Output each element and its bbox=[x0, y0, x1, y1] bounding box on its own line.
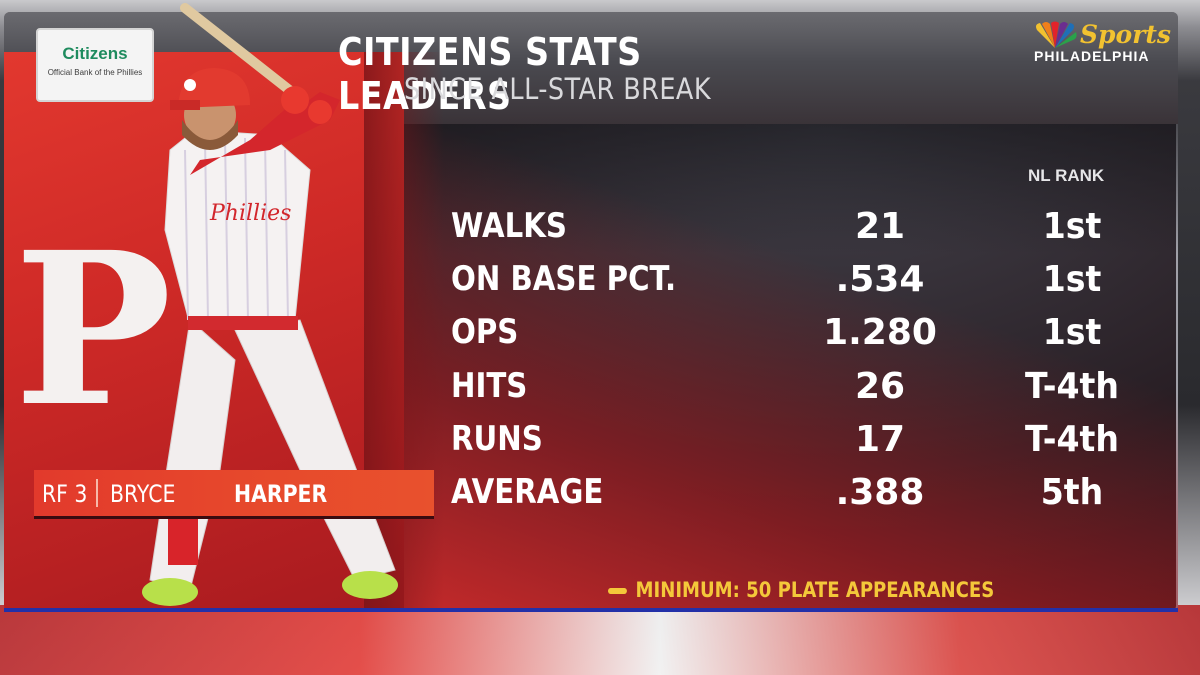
player-position-number: RF 3 bbox=[42, 480, 88, 508]
name-divider bbox=[96, 479, 98, 507]
nbc-sports-philadelphia-logo: Sports PHILADELPHIA bbox=[1030, 18, 1178, 66]
stat-value: 17 bbox=[854, 419, 906, 460]
stat-value: 21 bbox=[854, 206, 906, 247]
player-name-bar: RF 3 BRYCE HARPER bbox=[34, 470, 434, 516]
stat-value: .388 bbox=[835, 472, 925, 513]
network-brand-text: Sports bbox=[1080, 20, 1172, 49]
stat-rank: 1st bbox=[1042, 312, 1102, 353]
stat-label: ON BASE PCT. bbox=[451, 259, 677, 299]
red-background-wedge bbox=[384, 122, 1178, 612]
stat-rank: 1st bbox=[1042, 259, 1102, 300]
stat-value: .534 bbox=[835, 259, 925, 300]
stat-row-average: AVERAGE .388 5th bbox=[0, 472, 1200, 522]
stat-label: RUNS bbox=[451, 419, 543, 459]
stat-row-hits: HITS 26 T-4th bbox=[0, 366, 1200, 416]
stat-rank: 1st bbox=[1042, 206, 1102, 247]
footnote-text: MINIMUM: 50 PLATE APPEARANCES bbox=[635, 578, 995, 602]
stat-rank: T-4th bbox=[1025, 419, 1119, 460]
nbc-peacock-icon bbox=[1036, 21, 1077, 48]
stat-label: AVERAGE bbox=[451, 472, 604, 512]
stat-row-runs: RUNS 17 T-4th bbox=[0, 419, 1200, 469]
citizens-brand-text: Citizens bbox=[62, 44, 128, 63]
panel-bottom-line bbox=[4, 608, 1178, 612]
stat-value: 1.280 bbox=[823, 312, 937, 353]
citizens-tagline: Official Bank of the Phillies bbox=[47, 68, 143, 77]
nl-rank-header: NL RANK bbox=[1028, 166, 1105, 185]
graphic-subtitle: SINCE ALL-STAR BREAK bbox=[404, 72, 711, 106]
footnote-bullet-icon bbox=[608, 588, 627, 594]
citizens-sponsor-logo: Citizens Official Bank of the Phillies bbox=[36, 28, 154, 102]
tv-background-red bbox=[0, 605, 1200, 675]
stat-rank: T-4th bbox=[1025, 366, 1119, 407]
stat-label: HITS bbox=[451, 366, 528, 406]
stat-row-walks: WALKS 21 1st bbox=[0, 206, 1200, 256]
minimum-footnote: MINIMUM: 50 PLATE APPEARANCES bbox=[608, 578, 994, 602]
svg-text:Phillies: Phillies bbox=[209, 201, 291, 226]
phillies-p-logo: P bbox=[14, 206, 172, 453]
network-city-text: PHILADELPHIA bbox=[1034, 48, 1150, 64]
stats-graphic-panel bbox=[4, 12, 1178, 612]
stat-value: 26 bbox=[854, 366, 906, 407]
stat-label: WALKS bbox=[451, 206, 567, 246]
player-first-name: BRYCE bbox=[110, 480, 176, 508]
stat-row-ops: OPS 1.280 1st bbox=[0, 312, 1200, 362]
stat-rank: 5th bbox=[1040, 472, 1104, 513]
stat-label: OPS bbox=[451, 312, 519, 352]
graphic-title: CITIZENS STATS LEADERS bbox=[338, 30, 642, 118]
stat-row-on-base-pct: ON BASE PCT. .534 1st bbox=[0, 259, 1200, 309]
player-last-name: HARPER bbox=[234, 480, 328, 508]
